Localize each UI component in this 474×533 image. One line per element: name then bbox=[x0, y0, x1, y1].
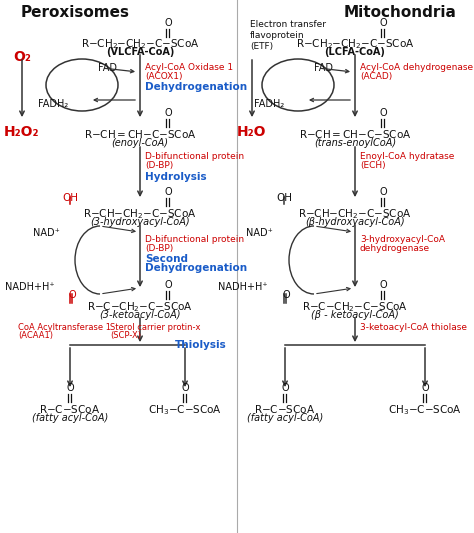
Text: (ECH): (ECH) bbox=[360, 161, 386, 170]
Text: O: O bbox=[164, 108, 172, 118]
Text: OH: OH bbox=[62, 193, 78, 203]
Text: O: O bbox=[281, 383, 289, 393]
Text: (3-hydroxyacyl-CoA): (3-hydroxyacyl-CoA) bbox=[90, 217, 190, 227]
Text: (trans-enoylCoA): (trans-enoylCoA) bbox=[314, 138, 396, 148]
Text: O: O bbox=[68, 290, 76, 300]
Text: O: O bbox=[379, 18, 387, 28]
Text: (fatty acyl-CoA): (fatty acyl-CoA) bbox=[32, 413, 108, 423]
Text: R$-$CH$=$CH$-$C$-$SCoA: R$-$CH$=$CH$-$C$-$SCoA bbox=[84, 128, 196, 140]
Text: (LCFA-CoA): (LCFA-CoA) bbox=[325, 47, 385, 57]
Text: Mitochondria: Mitochondria bbox=[344, 5, 456, 20]
Text: FAD: FAD bbox=[314, 63, 333, 73]
Text: R$-$C$-$SCoA: R$-$C$-$SCoA bbox=[39, 403, 100, 415]
Text: Acyl-CoA Oxidase 1: Acyl-CoA Oxidase 1 bbox=[145, 63, 233, 72]
Text: (D-BP): (D-BP) bbox=[145, 161, 173, 170]
Text: CoA Acyltransferase 1: CoA Acyltransferase 1 bbox=[18, 323, 111, 332]
Text: FADH₂: FADH₂ bbox=[38, 99, 68, 109]
Text: (fatty acyl-CoA): (fatty acyl-CoA) bbox=[247, 413, 323, 423]
Text: CH$_3$$-$C$-$SCoA: CH$_3$$-$C$-$SCoA bbox=[388, 403, 462, 417]
Text: Dehydrogenation: Dehydrogenation bbox=[145, 82, 247, 92]
Text: OH: OH bbox=[276, 193, 292, 203]
Text: (β-hydroxyacyl-CoA): (β-hydroxyacyl-CoA) bbox=[305, 217, 405, 227]
Text: Electron transfer
flavoprotein
(ETF): Electron transfer flavoprotein (ETF) bbox=[250, 20, 326, 51]
Text: O₂: O₂ bbox=[13, 50, 31, 64]
Text: 3-hydroxyacyl-CoA: 3-hydroxyacyl-CoA bbox=[360, 235, 445, 244]
Text: O: O bbox=[379, 280, 387, 290]
Text: D-bifunctional protein: D-bifunctional protein bbox=[145, 235, 244, 244]
Text: O: O bbox=[379, 108, 387, 118]
Text: 3-ketoacyl-CoA thiolase: 3-ketoacyl-CoA thiolase bbox=[360, 323, 467, 332]
Text: Second: Second bbox=[145, 254, 188, 264]
Text: R$-$CH$_2$$-$CH$_2$$-$C$-$SCoA: R$-$CH$_2$$-$CH$_2$$-$C$-$SCoA bbox=[81, 37, 199, 51]
Text: Sterol carrier protin-x: Sterol carrier protin-x bbox=[110, 323, 201, 332]
Text: O: O bbox=[282, 290, 290, 300]
Text: (SCP-X): (SCP-X) bbox=[110, 331, 141, 340]
Text: R$-$CH$=$CH$-$C$-$SCoA: R$-$CH$=$CH$-$C$-$SCoA bbox=[299, 128, 411, 140]
Text: Hydrolysis: Hydrolysis bbox=[145, 172, 207, 182]
Text: dehydrogenase: dehydrogenase bbox=[360, 244, 430, 253]
Text: (ACAA1): (ACAA1) bbox=[18, 331, 53, 340]
Text: R$-$C$-$CH$_2$$-$C$-$SCoA: R$-$C$-$CH$_2$$-$C$-$SCoA bbox=[87, 300, 193, 314]
Text: R$-$CH$-$CH$_2$$-$C$-$SCoA: R$-$CH$-$CH$_2$$-$C$-$SCoA bbox=[298, 207, 412, 221]
Text: (3-ketoacyl-CoA): (3-ketoacyl-CoA) bbox=[99, 310, 181, 320]
Text: FADH₂: FADH₂ bbox=[254, 99, 284, 109]
Text: Acyl-CoA dehydrogenase: Acyl-CoA dehydrogenase bbox=[360, 63, 473, 72]
Text: Peroxisomes: Peroxisomes bbox=[20, 5, 129, 20]
Text: (ACAD): (ACAD) bbox=[360, 72, 392, 81]
Text: O: O bbox=[164, 187, 172, 197]
Text: O: O bbox=[66, 383, 74, 393]
Text: (β - ketoacyl-CoA): (β - ketoacyl-CoA) bbox=[311, 310, 399, 320]
Text: O: O bbox=[421, 383, 429, 393]
Text: Dehydrogenation: Dehydrogenation bbox=[145, 263, 247, 273]
Text: R$-$CH$-$CH$_2$$-$C$-$SCoA: R$-$CH$-$CH$_2$$-$C$-$SCoA bbox=[83, 207, 197, 221]
Text: (VLCFA-CoA): (VLCFA-CoA) bbox=[106, 47, 174, 57]
Text: O: O bbox=[379, 187, 387, 197]
Text: (enoyl-CoA): (enoyl-CoA) bbox=[111, 138, 168, 148]
Text: H₂O: H₂O bbox=[237, 125, 267, 139]
Text: Thiolysis: Thiolysis bbox=[175, 340, 227, 350]
Text: Enoyl-CoA hydratase: Enoyl-CoA hydratase bbox=[360, 152, 455, 161]
Text: NADH+H⁺: NADH+H⁺ bbox=[219, 282, 268, 292]
Text: FAD: FAD bbox=[98, 63, 117, 73]
Text: CH$_3$$-$C$-$SCoA: CH$_3$$-$C$-$SCoA bbox=[148, 403, 222, 417]
Text: H₂O₂: H₂O₂ bbox=[4, 125, 40, 139]
Text: D-bifunctional protein: D-bifunctional protein bbox=[145, 152, 244, 161]
Text: NAD⁺: NAD⁺ bbox=[33, 228, 60, 238]
Text: R$-$C$-$CH$_2$$-$C$-$SCoA: R$-$C$-$CH$_2$$-$C$-$SCoA bbox=[302, 300, 408, 314]
Text: O: O bbox=[181, 383, 189, 393]
Text: (ACOX1): (ACOX1) bbox=[145, 72, 182, 81]
Text: (D-BP): (D-BP) bbox=[145, 244, 173, 253]
Text: O: O bbox=[164, 280, 172, 290]
Text: NAD⁺: NAD⁺ bbox=[246, 228, 273, 238]
Text: R$-$CH$_2$$-$CH$_2$$-$C$-$SCoA: R$-$CH$_2$$-$CH$_2$$-$C$-$SCoA bbox=[296, 37, 414, 51]
Text: O: O bbox=[164, 18, 172, 28]
Text: NADH+H⁺: NADH+H⁺ bbox=[5, 282, 55, 292]
Text: R$-$C$-$SCoA: R$-$C$-$SCoA bbox=[255, 403, 316, 415]
